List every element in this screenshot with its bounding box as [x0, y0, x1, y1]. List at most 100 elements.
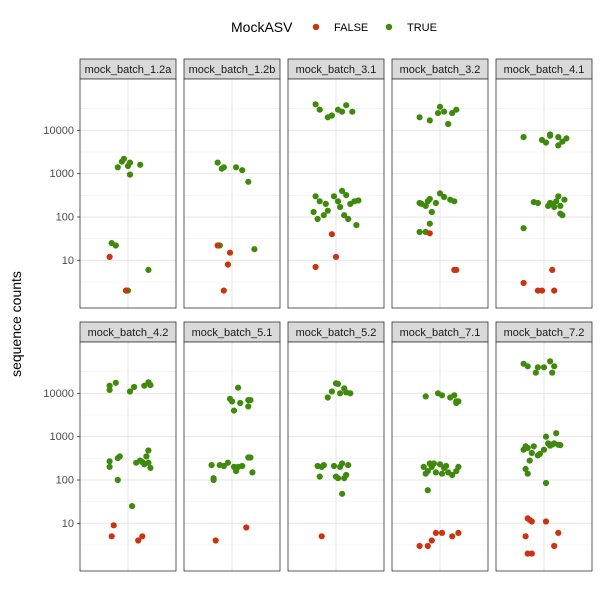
data-point-true — [559, 212, 566, 219]
data-point-true — [542, 433, 550, 440]
data-point-true — [328, 388, 335, 395]
facet-panel: mock_batch_5.1 — [183, 321, 281, 572]
data-point-true — [522, 465, 529, 472]
data-point-true — [230, 407, 238, 414]
legend: MockASV FALSE TRUE — [231, 19, 437, 35]
data-point-true — [426, 195, 433, 203]
data-point-false — [528, 550, 535, 557]
data-point-true — [526, 457, 533, 464]
data-point-true — [341, 212, 348, 219]
data-point-false — [520, 279, 527, 287]
data-point-false — [528, 518, 535, 525]
data-point-false — [318, 533, 325, 540]
data-point-false — [555, 529, 562, 537]
data-point-true — [524, 444, 531, 451]
facet-panel: mock_batch_1.2a 10 100 1000 10000 — [43, 58, 177, 309]
data-point-false — [424, 542, 431, 550]
data-point-true — [563, 135, 570, 142]
data-point-true — [145, 266, 152, 273]
data-point-true — [106, 463, 113, 470]
data-point-false — [453, 266, 460, 273]
data-point-true — [324, 207, 331, 214]
panel-border — [79, 78, 177, 309]
data-point-true — [210, 476, 217, 484]
facet-panel: mock_batch_4.1 — [495, 58, 593, 309]
data-point-true — [224, 459, 231, 466]
legend-label-true: TRUE — [407, 22, 437, 34]
data-point-true — [112, 379, 119, 386]
data-point-true — [316, 473, 323, 480]
data-point-true — [334, 475, 342, 482]
data-point-false — [432, 529, 439, 537]
data-point-true — [434, 110, 442, 117]
data-point-false — [224, 261, 231, 268]
data-point-false — [226, 249, 234, 256]
data-point-true — [214, 159, 221, 166]
panel-border — [287, 78, 385, 309]
data-point-true — [438, 470, 446, 477]
data-point-true — [426, 220, 433, 227]
data-point-true — [416, 114, 423, 121]
data-point-false — [214, 242, 221, 249]
data-point-true — [316, 198, 323, 205]
data-point-true — [320, 462, 327, 469]
data-point-true — [551, 363, 558, 370]
data-point-true — [555, 193, 562, 200]
data-point-false — [449, 533, 456, 540]
data-point-true — [424, 487, 431, 494]
data-point-true — [549, 369, 556, 376]
data-point-true — [228, 398, 236, 405]
data-point-true — [349, 108, 356, 115]
data-point-true — [239, 167, 246, 174]
data-point-true — [114, 164, 121, 171]
data-point-true — [314, 215, 321, 223]
data-point-true — [312, 101, 319, 108]
data-point-false — [416, 542, 423, 550]
data-point-false — [220, 287, 227, 294]
data-point-true — [347, 390, 354, 397]
data-point-true — [126, 388, 134, 395]
data-point-true — [524, 470, 531, 477]
data-point-true — [553, 430, 560, 437]
data-point-true — [547, 131, 554, 138]
data-point-false — [551, 287, 558, 294]
legend-label-false: FALSE — [334, 22, 368, 34]
data-point-true — [441, 108, 448, 115]
data-point-false — [426, 230, 433, 237]
data-point-true — [339, 460, 346, 467]
data-point-true — [337, 390, 344, 397]
data-point-true — [145, 459, 152, 466]
facet-title: mock_batch_5.1 — [192, 327, 273, 339]
data-point-true — [532, 369, 539, 376]
data-point-true — [120, 155, 127, 162]
data-point-true — [451, 198, 458, 205]
data-point-true — [251, 246, 258, 253]
y-tick-label: 10 — [62, 255, 74, 267]
data-point-true — [233, 164, 240, 171]
facet-panel: mock_batch_4.2 10 100 1000 10000 — [43, 321, 177, 572]
data-point-true — [343, 471, 350, 479]
data-point-true — [355, 197, 362, 204]
data-point-true — [455, 463, 462, 470]
facet-title: mock_batch_4.1 — [504, 64, 585, 76]
data-point-true — [324, 394, 331, 401]
data-point-true — [343, 102, 350, 109]
data-point-true — [345, 215, 352, 223]
data-point-true — [143, 453, 150, 460]
panel-border — [495, 78, 593, 309]
data-point-true — [106, 386, 113, 393]
data-point-true — [239, 462, 246, 470]
panel-border — [287, 341, 385, 572]
data-point-false — [122, 287, 130, 294]
facet-title: mock_batch_3.2 — [400, 64, 481, 76]
data-point-true — [534, 199, 542, 207]
data-point-true — [126, 159, 134, 166]
data-point-true — [320, 212, 327, 219]
data-point-true — [420, 463, 427, 470]
data-point-true — [555, 134, 562, 141]
data-point-true — [453, 106, 460, 113]
data-point-true — [145, 447, 152, 454]
data-point-true — [147, 464, 154, 471]
data-point-true — [328, 112, 335, 119]
